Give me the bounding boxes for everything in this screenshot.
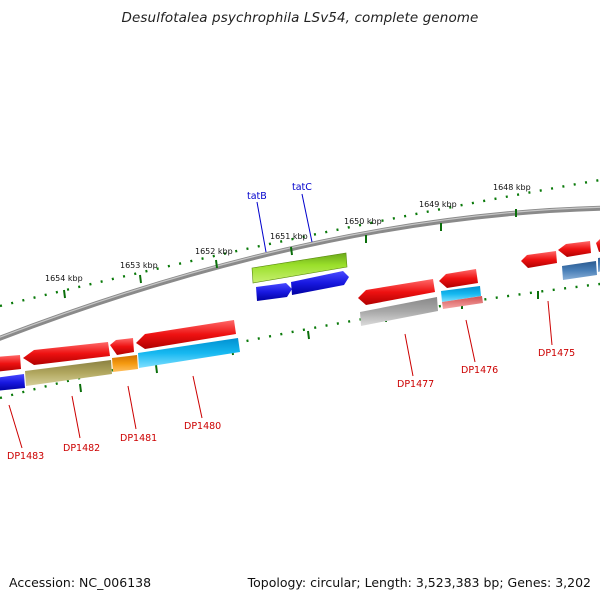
genome-backbone [0,205,600,341]
outer-scale-ring [0,178,600,308]
scale-labels: 1654 kbp 1653 kbp 1652 kbp 1651 kbp 1650… [45,183,531,283]
feature-orange[interactable] [112,355,138,372]
scale-label: 1652 kbp [195,247,233,256]
feature-red[interactable] [110,338,134,355]
scale-label: 1651 kbp [270,232,308,241]
gene-label-dp1476: DP1476 [461,365,498,376]
feature-red[interactable] [358,279,435,305]
scale-label: 1649 kbp [419,200,457,209]
feature-red[interactable] [439,269,478,288]
scale-label: 1650 kbp [344,217,382,226]
scale-label: 1653 kbp [120,261,158,270]
feature-tatc-arrow[interactable] [291,271,349,295]
scale-label: 1654 kbp [45,274,83,283]
feature-tatb-arrow[interactable] [256,283,292,301]
genome-meta-text: Topology: circular; Length: 3,523,383 bp… [247,575,591,590]
gene-label-tatc: tatC [292,182,312,193]
feature-blue[interactable] [0,374,25,391]
left-cluster-features [0,320,240,391]
feature-cyan[interactable] [441,286,481,302]
feature-red[interactable] [596,237,600,252]
gene-label-tatb: tatB [247,191,267,202]
top-strand-features [251,252,349,301]
middle-cluster-features [358,269,483,326]
gene-labels: tatB tatC DP1483 DP1482 DP1481 DP1480 DP… [7,182,575,462]
feature-pink[interactable] [442,296,483,309]
gene-label-dp1482: DP1482 [63,443,100,454]
gene-label-dp1477: DP1477 [397,379,434,390]
feature-red[interactable] [521,251,557,268]
feature-cyan[interactable] [138,338,240,368]
gene-label-dp1483: DP1483 [7,451,44,462]
feature-red[interactable] [0,355,21,372]
gene-label-dp1480: DP1480 [184,421,221,432]
right-cluster-features [521,237,600,280]
feature-steelblue[interactable] [562,261,597,280]
label-leaders [8,193,553,449]
feature-lime[interactable] [251,252,348,284]
feature-red[interactable] [136,320,236,349]
inner-scale-ring [0,282,600,400]
gene-label-dp1481: DP1481 [120,433,157,444]
feature-gray[interactable] [360,297,438,326]
feature-red[interactable] [23,342,110,365]
accession-text: Accession: NC_006138 [9,575,152,590]
gene-label-dp1475: DP1475 [538,348,575,359]
scale-label: 1648 kbp [493,183,531,192]
feature-red[interactable] [558,241,591,257]
feature-olive[interactable] [25,360,112,386]
map-title: Desulfotalea psychrophila LSv54, complet… [121,10,479,26]
